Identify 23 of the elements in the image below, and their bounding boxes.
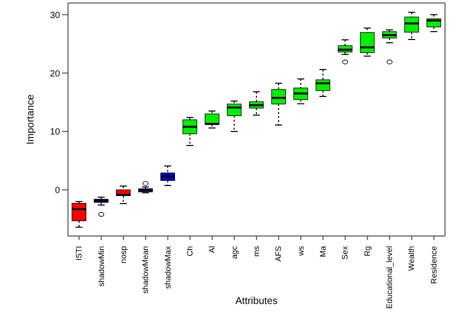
y-axis-title: Importance [26,94,37,145]
x-tick-label: AFS [274,246,284,262]
x-tick-label: Ch [185,246,194,256]
x-tick-label: agc [230,246,239,259]
y-tick-label: 30 [50,10,60,20]
x-tick-label: ISTI [74,246,84,261]
x-tick-label: Rg [362,246,372,256]
x-tick-label: shadowMax [163,246,172,289]
x-tick-label: nosp [118,245,128,264]
x-tick-label: Sex [340,246,350,260]
x-tick-label: Educational_level [385,246,394,309]
x-tick-label: Ma [318,245,328,258]
x-tick-label: Al [208,246,217,254]
y-tick-label: 0 [54,185,60,196]
y-tick-label: 20 [50,68,60,78]
x-tick-label: ms [252,246,261,257]
x-tick-label: Residence [429,245,438,284]
x-axis-title: Attributes [235,296,278,307]
x-tick-label: Wealth [407,246,416,271]
x-tick-label: shadowMean [141,246,150,294]
y-tick-label: 10 [50,126,60,137]
x-tick-label: ws [296,246,306,257]
x-tick-label: shadowMin [96,246,106,286]
